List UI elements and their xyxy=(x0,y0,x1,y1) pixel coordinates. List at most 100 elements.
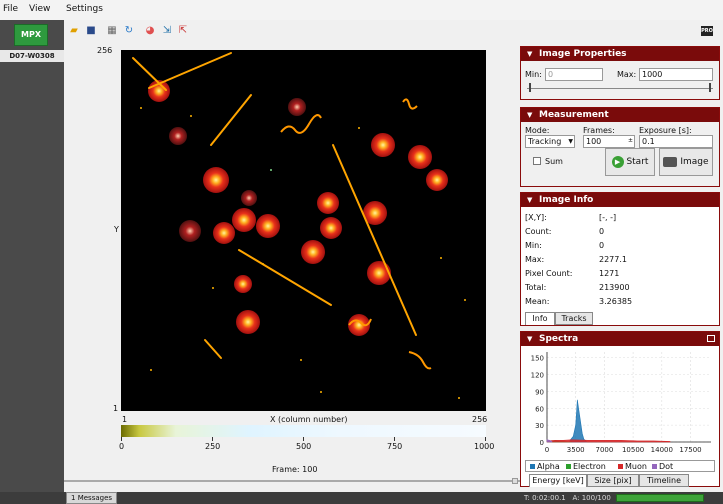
y-tick-label: 90 xyxy=(535,388,544,396)
folder-icon[interactable]: ▰ xyxy=(70,25,78,36)
info-label: [X,Y]: xyxy=(525,213,547,222)
info-label: Count: xyxy=(525,227,552,236)
legend-swatch xyxy=(530,464,535,469)
arrows-in-icon[interactable]: ⇲ xyxy=(162,25,172,36)
curly-tracks xyxy=(280,98,432,370)
colorbar-tick xyxy=(303,437,304,441)
series-dot xyxy=(546,439,553,443)
device-icon[interactable]: MPX xyxy=(14,24,48,46)
min-input[interactable]: 0 xyxy=(545,68,603,81)
refresh-icon[interactable]: ↻ xyxy=(124,25,134,36)
collapse-icon: ▼ xyxy=(527,335,533,343)
series-muon xyxy=(546,439,671,443)
info-value: 0 xyxy=(599,241,605,250)
tab-info[interactable]: Info xyxy=(525,312,555,325)
legend-swatch xyxy=(652,464,657,469)
color-scale-bar xyxy=(121,425,486,437)
y-tick-label: 60 xyxy=(535,405,544,413)
mode-select[interactable]: Tracking ▼ xyxy=(525,135,575,148)
slider-thumb[interactable] xyxy=(512,478,518,484)
device-id[interactable]: D07-W0308 xyxy=(0,50,64,62)
start-label: Start xyxy=(626,157,649,167)
stepper-icon[interactable]: ± xyxy=(627,137,633,144)
info-label: Max: xyxy=(525,255,545,264)
x-tick-label: 14000 xyxy=(651,446,673,454)
color-wheel-icon[interactable]: ◕ xyxy=(145,25,155,36)
mode-value: Tracking xyxy=(528,137,562,146)
colorbar-tick xyxy=(121,437,122,441)
mode-label: Mode: xyxy=(525,126,550,135)
start-button[interactable]: ▶ Start xyxy=(605,148,655,176)
colorbar-tick xyxy=(212,437,213,441)
colorbar-tick-label: 500 xyxy=(296,442,312,451)
frames-input[interactable]: 100 ± xyxy=(583,135,635,148)
chevron-down-icon: ▼ xyxy=(568,138,573,145)
colorbar-tick-label: 250 xyxy=(205,442,221,451)
maximize-icon[interactable] xyxy=(707,335,715,342)
particle-tracks xyxy=(132,52,417,359)
spectra-panel: ▼ Spectra 0 30 60 90 120 150 0 3500 7000 10500 140… xyxy=(520,331,720,487)
collapse-icon: ▼ xyxy=(527,196,533,204)
menu-file[interactable]: File xyxy=(3,4,19,14)
exposure-input[interactable]: 0.1 xyxy=(639,135,713,148)
tab-energy[interactable]: Energy [keV] xyxy=(529,474,587,487)
info-value: 3.26385 xyxy=(599,297,633,306)
exposure-label: Exposure [s]: xyxy=(639,126,692,135)
menu-bar: File View Settings xyxy=(0,0,723,20)
messages-tab[interactable]: 1 Messages xyxy=(66,492,118,504)
status-bar: 1 Messages T: 0:02:00.1 A: 100/100 xyxy=(0,492,723,504)
tab-timeline[interactable]: Timeline xyxy=(639,474,689,487)
x-tick-label: 7000 xyxy=(595,446,613,454)
play-icon: ▶ xyxy=(611,155,624,168)
y-axis-max: 256 xyxy=(97,46,113,55)
messages-label: Messages xyxy=(77,494,113,502)
x-tick-label: 0 xyxy=(545,446,549,454)
detector-frame-image[interactable] xyxy=(121,50,486,411)
acquisition-count: A: 100/100 xyxy=(572,494,611,502)
pro-badge[interactable]: PRO xyxy=(701,26,713,36)
save-icon[interactable]: ■ xyxy=(86,25,96,36)
panel-title: Measurement xyxy=(539,110,609,120)
spectra-chart[interactable]: 0 30 60 90 120 150 0 3500 7000 10500 14000 17500 xyxy=(521,346,719,458)
range-slider-max-thumb[interactable] xyxy=(709,83,711,92)
noise-dots xyxy=(140,107,466,399)
info-label: Min: xyxy=(525,241,542,250)
measurement-panel: ▼ Measurement Mode: Frames: Exposure [s]… xyxy=(520,107,720,187)
menu-settings[interactable]: Settings xyxy=(66,4,103,14)
x-tick-label: 17500 xyxy=(679,446,701,454)
frame-label: Frame: 100 xyxy=(272,465,318,474)
range-slider-track xyxy=(527,88,713,89)
image-button[interactable]: Image xyxy=(659,148,713,176)
colorbar-tick xyxy=(394,437,395,441)
sum-label: Sum xyxy=(545,157,563,166)
frame-canvas xyxy=(132,52,466,399)
measurement-header[interactable]: ▼ Measurement xyxy=(521,108,719,122)
max-input[interactable]: 1000 xyxy=(639,68,713,81)
slider-track xyxy=(64,480,520,482)
arrows-out-icon[interactable]: ⇱ xyxy=(178,25,188,36)
alpha-clusters xyxy=(148,80,448,336)
sum-checkbox[interactable] xyxy=(533,157,541,165)
x-tick-label: 3500 xyxy=(567,446,585,454)
info-label: Mean: xyxy=(525,297,550,306)
colorbar-tick-label: 750 xyxy=(387,442,403,451)
grid-icon[interactable]: ▦ xyxy=(107,25,117,36)
tab-tracks[interactable]: Tracks xyxy=(555,312,593,325)
frame-slider[interactable] xyxy=(64,478,520,484)
image-properties-header[interactable]: ▼ Image Properties xyxy=(521,47,719,61)
colorbar-tick-label: 1000 xyxy=(474,442,495,451)
spectra-header[interactable]: ▼ Spectra xyxy=(521,332,719,346)
x-axis-max: 256 xyxy=(472,415,488,424)
menu-view[interactable]: View xyxy=(29,4,51,14)
toolbar: ▰ ■ ▦ ↻ ◕ ⇲ ⇱ PRO xyxy=(64,20,723,44)
tab-size[interactable]: Size [pix] xyxy=(587,474,639,487)
range-slider-min-thumb[interactable] xyxy=(529,83,531,92)
panel-title: Image Properties xyxy=(539,49,627,59)
y-axis-min: 1 xyxy=(113,404,119,413)
x-tick-label: 10500 xyxy=(622,446,644,454)
info-label: Pixel Count: xyxy=(525,269,573,278)
panel-title: Image Info xyxy=(539,195,594,205)
status-time: T: 0:02:00.1 A: 100/100 xyxy=(524,492,611,504)
image-info-header[interactable]: ▼ Image Info xyxy=(521,193,719,207)
info-value: [-, -] xyxy=(599,213,617,222)
